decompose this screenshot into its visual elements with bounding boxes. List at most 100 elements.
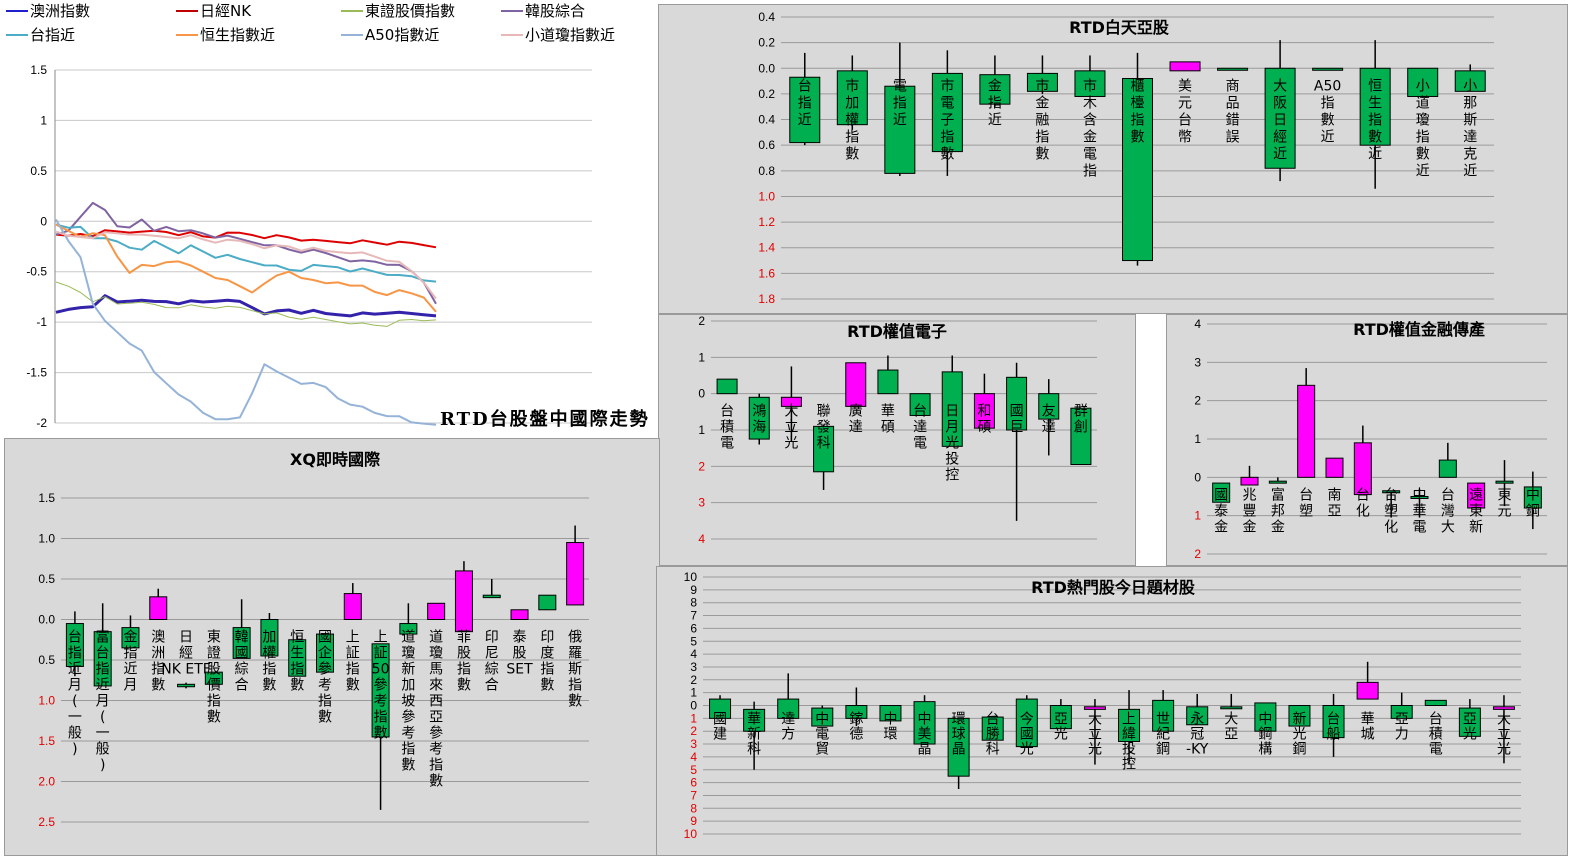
line-chart-panel: 1.5 1 0.5 0 -0.5 -1 -1.5 -2 澳洲指數 日經NK 東證股價指數 韓股綜合 台指…	[0, 0, 660, 438]
category-label: 永冠-KY	[1186, 712, 1209, 758]
candle-body	[316, 633, 334, 673]
series-line	[55, 219, 437, 426]
category-label: 道瓊馬來西亞參考指數	[429, 630, 443, 790]
category-label: 金指近月	[123, 630, 137, 694]
series-line	[55, 223, 437, 283]
category-label: 富台指近月(一般)	[96, 629, 110, 774]
y-tick-label: 5	[690, 634, 697, 648]
y-tick-label: -1	[36, 315, 47, 329]
candle-body	[913, 701, 936, 745]
category-label: 國巨	[1010, 404, 1024, 436]
y-tick-label: 1	[698, 350, 705, 364]
candle-body	[845, 705, 868, 719]
candle-body	[1407, 67, 1439, 97]
y-tick-label: 0	[698, 387, 705, 401]
candle-body	[1074, 70, 1106, 97]
category-label: 上緯投控	[1122, 712, 1136, 773]
y-tick-label: 1.4	[758, 241, 775, 255]
series-line	[55, 281, 437, 327]
candle-body	[813, 425, 835, 473]
candle-body	[1322, 705, 1345, 739]
y-tick-label: 0	[690, 699, 697, 713]
category-label: 金指近	[988, 78, 1002, 128]
candle-body	[260, 619, 279, 657]
hot-chart-panel: 10 9 8 7 6 5 4 3 2 1 0 1 2 3 4 5 6 7 8 9 10 RTD熱門股今日題材股 國建 華新科達…	[656, 566, 1568, 856]
candle-body	[232, 627, 251, 659]
candle-body	[1454, 70, 1486, 92]
candle-body	[65, 623, 84, 667]
candle-body	[1523, 486, 1542, 509]
candle-body	[1410, 496, 1429, 499]
candle-body	[566, 542, 585, 606]
y-tick-label: 0	[1194, 470, 1201, 484]
category-label: 電指近	[893, 78, 907, 128]
candle-body	[1026, 72, 1058, 92]
candle-body	[1264, 67, 1296, 169]
y-tick-label: 4	[698, 532, 705, 546]
category-label: 大立光	[1088, 712, 1102, 758]
y-tick-label: 3	[690, 660, 697, 674]
category-label: 達方	[781, 712, 795, 743]
asia-candlestick-chart: 0.4 0.2 0.0 0.2 0.4 0.6 0.8 1.0 1.2 1.4 1.6 1.8 RTD白…	[758, 10, 1494, 306]
category-label: 恒生指數	[290, 630, 304, 694]
candle-body	[789, 76, 821, 144]
category-label: 台灣大	[1441, 487, 1455, 535]
y-tick-label: 1.0	[38, 532, 55, 546]
y-tick-label: 2	[698, 459, 705, 473]
candle-body	[1217, 67, 1249, 71]
candle-body	[1038, 393, 1060, 420]
candle-body	[538, 594, 557, 611]
y-tick-label: 0.4	[758, 113, 775, 127]
category-label: 富邦金	[1271, 486, 1285, 535]
legend-label: 韓股綜合	[525, 2, 585, 20]
y-tick-label: 2	[690, 673, 697, 687]
category-label: 亞光	[1463, 712, 1477, 743]
y-tick-label: 7	[690, 609, 697, 623]
category-label: 台船	[1327, 712, 1341, 743]
category-label: 市電子指數	[940, 77, 954, 162]
y-tick-label: 0.6	[758, 138, 775, 152]
candle-body	[973, 393, 995, 429]
category-label: 市加權指數	[845, 77, 859, 162]
candle-body	[941, 371, 963, 447]
category-label: 廣達	[849, 403, 863, 436]
y-tick-label: 1	[690, 711, 697, 725]
category-label: 華碩	[881, 404, 895, 436]
candle-body	[121, 627, 140, 649]
candle-body	[1070, 407, 1092, 466]
y-tick-label: -0.5	[26, 265, 47, 279]
asia-chart-panel: 0.4 0.2 0.0 0.2 0.4 0.6 0.8 1.0 1.2 1.4 1.6 1.8 RTD白…	[658, 4, 1568, 314]
y-tick-label: -1.5	[26, 366, 47, 380]
category-label: 兆豐金	[1243, 487, 1257, 535]
chart-title: RTD熱門股今日題材股	[1031, 578, 1196, 597]
category-label: 韓國綜合	[235, 630, 249, 694]
category-label: 今國光	[1020, 712, 1034, 758]
y-tick-label: 4	[1194, 317, 1201, 331]
candle-body	[1390, 705, 1413, 719]
candle-body	[1240, 476, 1259, 486]
elec-chart-panel: 2 1 0 1 2 3 4 RTD權值電子 台積電 鴻海 大立光 聯發科 廣達 華碩 台達電 日月光投控 和碩國…	[658, 314, 1136, 566]
y-tick-label: 0.5	[38, 572, 55, 586]
y-tick-label: 8	[690, 596, 697, 610]
candle-body	[1268, 480, 1287, 484]
y-tick-label: 6	[690, 776, 697, 790]
category-label: 市金融指數	[1035, 77, 1049, 162]
category-label: 國企參考指數	[318, 630, 332, 726]
candle-body	[1083, 706, 1106, 710]
y-tick-label: 5	[690, 763, 697, 777]
candle-body	[177, 683, 196, 688]
series-line	[55, 201, 437, 305]
candle-body	[1015, 698, 1038, 748]
category-label: 台積電	[1429, 712, 1443, 758]
category-label: 俄羅斯指數	[568, 630, 582, 710]
legend-label: A50指數近	[365, 26, 439, 44]
category-label: 泰股 SET	[506, 630, 533, 678]
y-tick-label: 4	[690, 750, 697, 764]
category-label: 亞光	[1054, 712, 1068, 743]
y-tick-label: 0.2	[758, 36, 775, 50]
overlay-title: RTD台股盤中國際走勢	[440, 409, 650, 430]
y-tick-label: 0.0	[38, 613, 55, 627]
category-label: 南亞	[1328, 487, 1342, 519]
y-tick-label: 2.0	[38, 775, 55, 789]
